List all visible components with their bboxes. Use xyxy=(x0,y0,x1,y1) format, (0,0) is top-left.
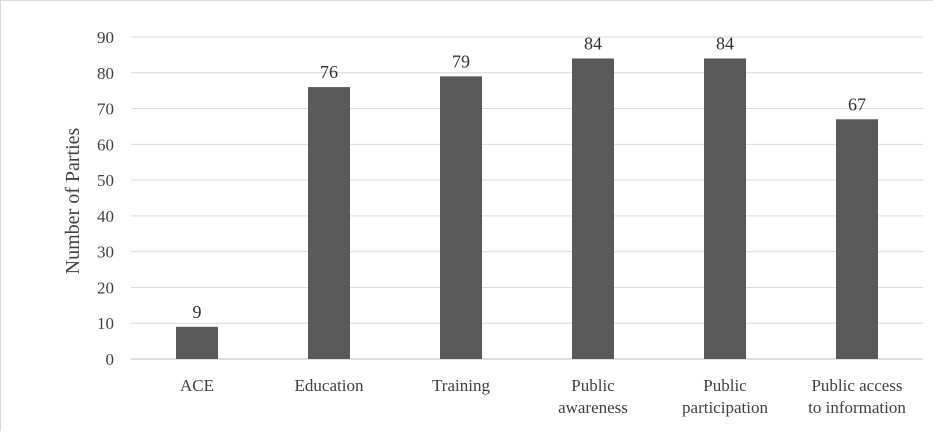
y-tick-label: 80 xyxy=(97,64,114,83)
data-label: 84 xyxy=(584,33,602,53)
y-tick-label: 40 xyxy=(97,207,114,226)
x-category-label-line: Training xyxy=(432,376,490,395)
y-tick-label: 60 xyxy=(97,135,114,154)
bar xyxy=(308,87,350,359)
x-category-label-line: Education xyxy=(295,376,364,395)
bar xyxy=(572,58,614,359)
x-category-label: Public access to information xyxy=(808,376,906,417)
x-category-label-line: participation xyxy=(682,398,768,417)
x-category-label-line: Public xyxy=(703,376,747,395)
data-label: 84 xyxy=(716,33,734,53)
x-category-label-line: ACE xyxy=(180,376,214,395)
bars xyxy=(176,58,878,360)
y-tick-label: 50 xyxy=(97,171,114,190)
bar xyxy=(704,58,746,359)
gridlines xyxy=(131,36,923,360)
x-category-label-line: to information xyxy=(808,398,906,417)
bar xyxy=(836,119,878,360)
y-tick-label: 70 xyxy=(97,100,114,119)
x-category-label: Public participation xyxy=(682,376,768,417)
x-category-label: Public awareness xyxy=(558,376,628,417)
x-category-label: Education xyxy=(295,376,364,395)
bar xyxy=(176,326,218,359)
x-category-label: Training xyxy=(432,376,490,395)
y-tick-label: 20 xyxy=(97,278,114,297)
y-axis-title: Number of Parties xyxy=(62,127,84,274)
data-label: 9 xyxy=(193,302,202,322)
x-category-label-line: Public xyxy=(571,376,615,395)
x-category-label-line: awareness xyxy=(558,398,628,417)
data-label: 76 xyxy=(320,62,338,82)
bar xyxy=(440,76,482,359)
x-category-label: ACE xyxy=(180,376,214,395)
x-category-labels: ACE Education Training Public awarenessPubli… xyxy=(180,376,906,417)
data-labels: 9 76 79 84 84 67 xyxy=(193,33,867,321)
data-label: 67 xyxy=(848,94,866,114)
data-label: 79 xyxy=(452,51,470,71)
y-tick-labels: 0 10 20 30 40 50 60 70 80 90 xyxy=(97,28,114,369)
y-tick-label: 30 xyxy=(97,243,114,262)
x-category-label-line: Public access xyxy=(811,376,902,395)
y-tick-label: 90 xyxy=(97,28,114,47)
y-tick-label: 0 xyxy=(106,350,115,369)
y-tick-label: 10 xyxy=(97,314,114,333)
